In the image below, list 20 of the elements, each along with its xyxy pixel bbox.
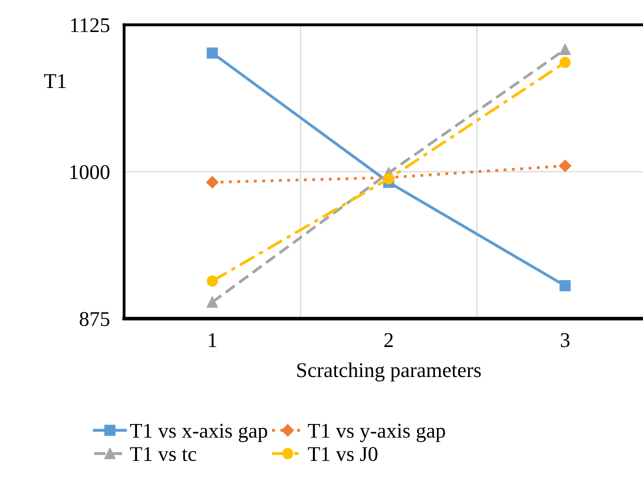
point: [558, 160, 572, 172]
point: [560, 56, 571, 68]
point: [206, 296, 218, 308]
legend-label: T1 vs J0: [308, 446, 378, 462]
y-tick-label: 1125: [71, 18, 110, 32]
y-tick-label: 1000: [70, 165, 110, 180]
point: [206, 275, 218, 287]
x-tick-label: 3: [560, 333, 570, 348]
x-axis-title: Scratching parameters: [297, 362, 481, 382]
point: [560, 280, 571, 292]
point: [560, 44, 571, 56]
legend-label: T1 vs x-axis gap: [130, 424, 268, 442]
legend-label: T1 vs y-axis gap: [308, 424, 446, 442]
legend-label: T1 vs tc: [130, 447, 196, 462]
y-axis-title: T1: [44, 74, 66, 88]
x-tick-label: 1: [208, 333, 216, 347]
point: [206, 47, 218, 59]
point: [206, 176, 218, 188]
x-tick-label: 2: [384, 333, 393, 347]
y-tick-label: 875: [80, 312, 110, 326]
